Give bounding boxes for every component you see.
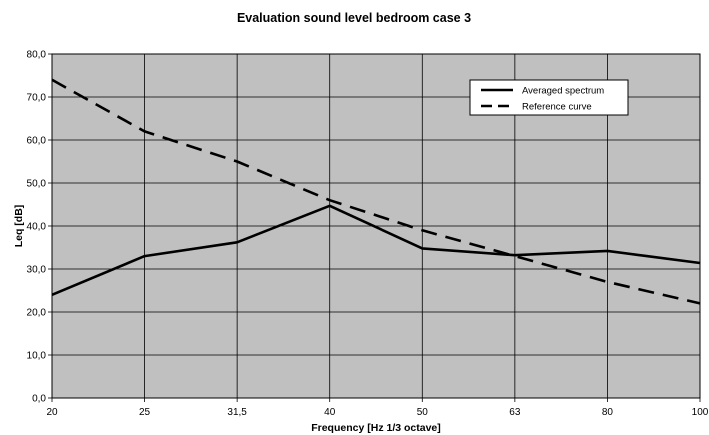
x-tick-label: 25 [139, 407, 151, 418]
chart-title: Evaluation sound level bedroom case 3 [237, 11, 471, 25]
legend-label-reference: Reference curve [522, 102, 592, 113]
x-tick-label: 63 [509, 407, 521, 418]
y-tick-label: 30,0 [27, 265, 47, 276]
y-tick-label: 70,0 [27, 93, 47, 104]
y-tick-label: 40,0 [27, 222, 47, 233]
y-tick-label: 60,0 [27, 136, 47, 147]
x-axis-ticks: 20 25 31,5 40 50 63 80 100 [46, 407, 708, 418]
y-tick-label: 80,0 [27, 50, 47, 61]
y-tick-label: 0,0 [32, 394, 46, 405]
series-averaged-spectrum-line [51, 204, 701, 296]
x-tick-label: 40 [324, 407, 336, 418]
series-lines [51, 78, 701, 305]
legend-box [469, 79, 629, 116]
y-tick-label: 10,0 [27, 351, 47, 362]
y-axis-label: Leq [dB] [13, 205, 25, 248]
x-tick-label: 31,5 [227, 407, 247, 418]
x-tick-label: 80 [602, 407, 614, 418]
x-tick-label: 20 [46, 407, 58, 418]
x-axis-label: Frequency [Hz 1/3 octave] [311, 422, 441, 434]
series-reference-curve-line [51, 78, 701, 305]
y-axis-ticks: 0,0 10,0 20,0 30,0 40,0 50,0 60,0 70,0 80,0 [27, 50, 47, 405]
y-tick-label: 20,0 [27, 308, 47, 319]
legend: Averaged spectrum Reference curve [469, 79, 629, 116]
x-tick-label: 50 [417, 407, 429, 418]
legend-label-averaged: Averaged spectrum [522, 86, 604, 97]
y-tick-label: 50,0 [27, 179, 47, 190]
x-tick-label: 100 [692, 407, 709, 418]
